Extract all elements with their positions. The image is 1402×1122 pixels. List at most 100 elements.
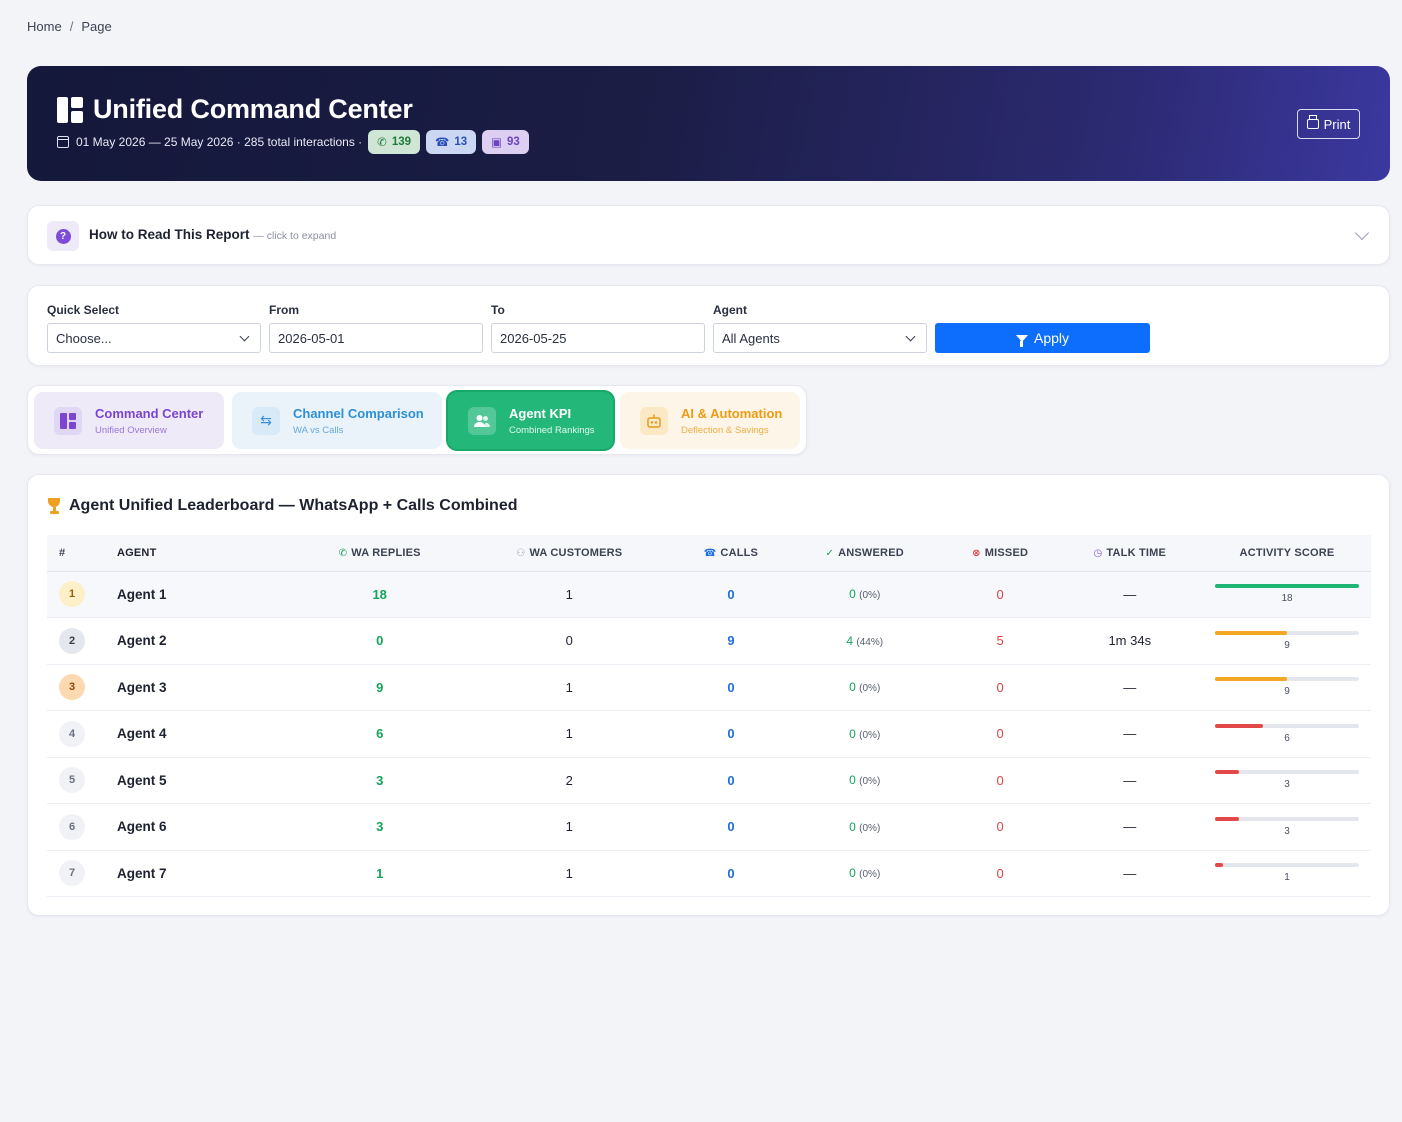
activity-score-value: 1 xyxy=(1284,872,1290,884)
activity-score-value: 9 xyxy=(1284,639,1290,651)
agent-name: Agent 1 xyxy=(97,571,297,618)
breadcrumb-home[interactable]: Home xyxy=(27,19,62,34)
agent-dropdown[interactable]: All Agents xyxy=(713,323,927,353)
answered-cell: 0 (0%) xyxy=(785,850,944,897)
tab-agent-kpi[interactable]: Agent KPI Combined Rankings xyxy=(448,392,613,449)
table-row[interactable]: 1 Agent 1 18 1 0 0 (0%) 0—18 xyxy=(47,571,1371,618)
answered-cell: 0 (0%) xyxy=(785,710,944,758)
wa-replies-value: 0 xyxy=(297,617,463,665)
calls-value: 0 xyxy=(676,710,786,758)
people-icon: ⚇ xyxy=(516,547,526,559)
rank-cell: 2 xyxy=(47,617,97,665)
from-date-input[interactable]: 2026-05-01 xyxy=(269,323,483,353)
robot-icon xyxy=(640,406,668,435)
talk-time-value: — xyxy=(1056,710,1203,758)
col-wa-customers[interactable]: ⚇ WA Customers xyxy=(462,535,677,572)
tab-channel-comparison[interactable]: ⇆ Channel Comparison WA vs Calls xyxy=(232,392,442,449)
activity-score-bar xyxy=(1215,816,1359,821)
activity-score-cell: 1 xyxy=(1203,850,1371,897)
calls-value: 0 xyxy=(676,664,786,711)
answered-percent: (0%) xyxy=(859,729,881,741)
tab-command-center-title: Command Center xyxy=(95,405,204,421)
printer-icon xyxy=(1306,115,1319,129)
page-title-text: Unified Command Center xyxy=(93,94,413,124)
tab-ai-automation[interactable]: AI & Automation Deflection & Savings xyxy=(620,392,800,449)
activity-score-value: 9 xyxy=(1284,686,1290,698)
clock-icon: ◷ xyxy=(1093,547,1103,559)
how-to-read-hint: — click to expand xyxy=(253,230,337,242)
apply-button[interactable]: Apply xyxy=(935,323,1150,353)
agent-name: Agent 4 xyxy=(97,710,297,758)
answered-value: 0 xyxy=(849,726,856,741)
agent-name: Agent 5 xyxy=(97,757,297,804)
calls-value: 0 xyxy=(676,571,786,618)
how-to-read-title: How to Read This Report — click to expan… xyxy=(89,227,336,242)
missed-value: 0 xyxy=(943,664,1057,711)
agent-name: Agent 6 xyxy=(97,803,297,851)
leaderboard-table: # Agent ✆ WA Replies ⚇ WA Customers ☎ Calls… xyxy=(47,535,1371,897)
col-wa-replies[interactable]: ✆ WA Replies xyxy=(297,535,463,572)
activity-score-cell: 3 xyxy=(1203,803,1371,851)
leaderboard-title-text: Agent Unified Leaderboard — WhatsApp + C… xyxy=(69,497,518,514)
chevron-down-icon xyxy=(239,331,250,341)
to-date-input[interactable]: 2026-05-25 xyxy=(491,323,705,353)
talk-time-value: — xyxy=(1056,850,1203,897)
rank-badge: 4 xyxy=(59,720,85,747)
missed-value: 0 xyxy=(943,757,1057,804)
whatsapp-icon: ✆ xyxy=(377,137,387,149)
quick-select-dropdown[interactable]: Choose... xyxy=(47,323,261,353)
print-button[interactable]: Print xyxy=(1297,109,1360,139)
to-date-value: 2026-05-25 xyxy=(500,330,567,346)
hero-subtitle: 01 May 2026 — 25 May 2026 · 285 total in… xyxy=(57,130,529,154)
rank-cell: 7 xyxy=(47,850,97,897)
activity-score-bar xyxy=(1215,770,1359,775)
col-activity-score[interactable]: Activity Score xyxy=(1203,535,1371,572)
wa-replies-value: 3 xyxy=(297,757,463,804)
calls-count-badge: ☎ 13 xyxy=(426,130,477,154)
swap-arrows-icon: ⇆ xyxy=(252,406,280,435)
question-icon: ? xyxy=(55,228,71,244)
talk-time-value: — xyxy=(1056,571,1203,618)
col-missed[interactable]: ⊗ Missed xyxy=(943,535,1057,572)
how-to-read-panel[interactable]: ? How to Read This Report — click to exp… xyxy=(27,205,1390,265)
x-circle-icon: ⊗ xyxy=(972,547,981,559)
chevron-down-icon[interactable] xyxy=(1354,225,1370,241)
rank-badge: 3 xyxy=(59,674,85,701)
tab-command-center[interactable]: Command Center Unified Overview xyxy=(34,392,224,449)
calls-value: 9 xyxy=(676,617,786,665)
whatsapp-count-badge: ✆ 139 xyxy=(368,130,420,154)
wa-customers-value: 1 xyxy=(462,710,677,758)
col-calls[interactable]: ☎ Calls xyxy=(676,535,786,572)
tab-command-center-subtitle: Unified Overview xyxy=(95,424,167,436)
activity-score-cell: 9 xyxy=(1203,617,1371,665)
help-icon-box: ? xyxy=(47,221,79,251)
answered-cell: 0 (0%) xyxy=(785,664,944,711)
agent-value: All Agents xyxy=(722,330,780,346)
activity-score-cell: 9 xyxy=(1203,664,1371,711)
col-rank[interactable]: # xyxy=(47,535,97,572)
answered-value: 0 xyxy=(849,819,856,834)
report-tabs: Command Center Unified Overview ⇆ Channe… xyxy=(27,385,807,455)
answered-value: 0 xyxy=(849,773,856,788)
rank-cell: 4 xyxy=(47,710,97,758)
col-talk-time[interactable]: ◷ Talk Time xyxy=(1056,535,1203,572)
rank-cell: 5 xyxy=(47,757,97,804)
dashboard-icon xyxy=(57,96,83,123)
from-date-value: 2026-05-01 xyxy=(278,330,345,346)
activity-score-fill xyxy=(1215,723,1263,728)
chevron-down-icon xyxy=(905,331,916,341)
wa-customers-value: 1 xyxy=(462,803,677,851)
filters-panel: Quick Select Choose... From 2026-05-01 T… xyxy=(27,285,1390,366)
dashboard-icon xyxy=(54,406,82,435)
col-answered[interactable]: ✓ Answered xyxy=(785,535,944,572)
rank-badge: 1 xyxy=(59,581,85,608)
rank-badge: 6 xyxy=(59,813,85,840)
rank-cell: 6 xyxy=(47,803,97,851)
col-agent[interactable]: Agent xyxy=(97,535,297,572)
